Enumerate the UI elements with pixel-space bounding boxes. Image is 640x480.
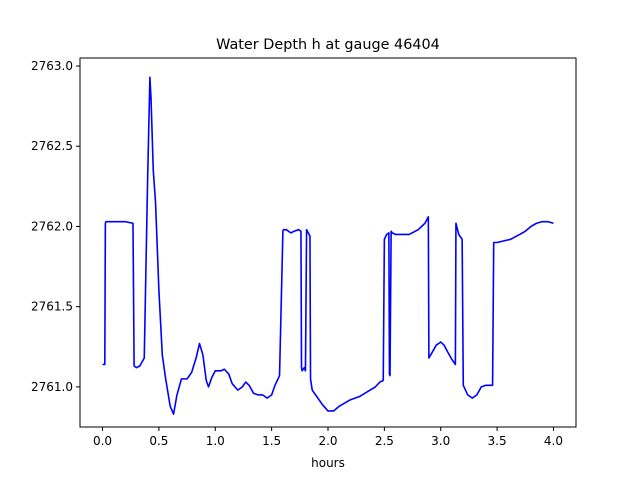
y-tick-label: 2763.0	[31, 59, 73, 73]
y-tick-label: 2762.5	[31, 139, 73, 153]
y-tick-label: 2761.5	[31, 300, 73, 314]
y-tick-label: 2761.0	[31, 380, 73, 394]
x-tick-label: 3.0	[431, 434, 450, 448]
x-tick-label: 2.5	[375, 434, 394, 448]
chart-title: Water Depth h at gauge 46404	[216, 37, 440, 53]
y-tick-label: 2762.0	[31, 219, 73, 233]
x-tick-label: 0.0	[93, 434, 112, 448]
plot-frame	[79, 57, 577, 428]
ticks-layer: 0.0 0.5 1.0 1.5 2.0 2.5 3.0 3.5 4.0 2761.0 2761.5 2…	[31, 59, 563, 448]
x-tick-label: 1.5	[262, 434, 281, 448]
x-tick-label: 4.0	[544, 434, 563, 448]
x-tick-label: 0.5	[149, 434, 168, 448]
x-tick-label: 1.0	[206, 434, 225, 448]
water-depth-series-line	[102, 76, 554, 415]
x-tick-label: 3.5	[488, 434, 507, 448]
x-axis-label: hours	[311, 456, 345, 470]
x-tick-label: 2.0	[318, 434, 337, 448]
plot-line-layer	[102, 76, 554, 415]
